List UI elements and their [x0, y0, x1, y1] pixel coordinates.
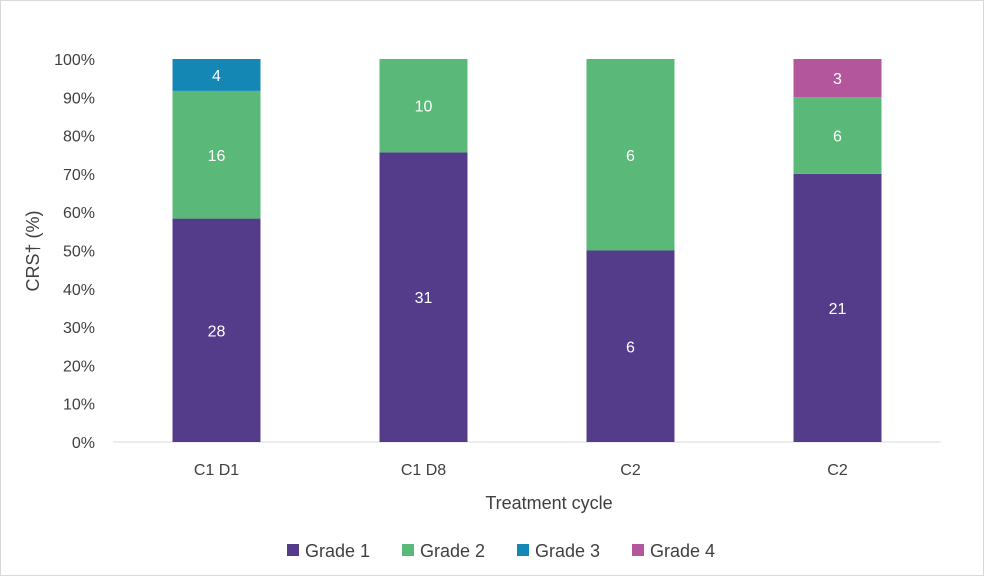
data-label: 31: [415, 290, 433, 307]
y-tick-label: 60%: [63, 205, 95, 222]
bar-segment-grade-2: [379, 59, 468, 153]
y-tick-label: 70%: [63, 167, 95, 184]
y-tick-label: 50%: [63, 244, 95, 261]
y-tick-label: 100%: [54, 52, 95, 69]
data-label: 6: [626, 148, 635, 165]
bar-segment-grade-2: [586, 59, 675, 251]
y-tick-label: 0%: [72, 435, 95, 452]
bar-segment-grade-1: [793, 173, 882, 442]
y-tick-label: 80%: [63, 129, 95, 146]
data-label: 28: [208, 323, 226, 340]
y-tick-label: 10%: [63, 397, 95, 414]
bar-segment-grade-4: [793, 59, 882, 98]
legend-label: Grade 4: [650, 541, 715, 561]
data-label: 6: [626, 339, 635, 356]
data-label: 3: [833, 71, 842, 88]
legend: Grade 1 Grade 2 Grade 3 Grade 4: [287, 541, 715, 561]
legend-swatch: [402, 544, 414, 556]
bar-segment-grade-2: [172, 90, 261, 219]
y-tick-label: 40%: [63, 282, 95, 299]
data-label: 16: [208, 148, 226, 165]
bar-segment-grade-3: [172, 59, 261, 91]
data-label: 10: [415, 99, 433, 116]
y-tick-label: 20%: [63, 358, 95, 375]
legend-swatch: [287, 544, 299, 556]
data-label: 4: [212, 68, 221, 85]
bar-segment-grade-1: [172, 218, 261, 442]
y-axis-title: CRS† (%): [23, 210, 43, 291]
legend-swatch: [517, 544, 529, 556]
x-axis-title: Treatment cycle: [485, 493, 612, 513]
legend-label: Grade 2: [420, 541, 485, 561]
x-tick-label: C1 D1: [194, 462, 239, 479]
data-label: 6: [833, 129, 842, 146]
data-label: 21: [829, 301, 847, 318]
bar-segment-grade-1: [586, 250, 675, 442]
x-tick-label: C1 D8: [401, 462, 446, 479]
bar-segment-grade-1: [379, 152, 468, 443]
y-tick-label: 90%: [63, 90, 95, 107]
legend-swatch: [632, 544, 644, 556]
legend-label: Grade 3: [535, 541, 600, 561]
x-tick-label: C2: [827, 462, 848, 479]
bar-segment-grade-2: [793, 97, 882, 174]
y-tick-label: 30%: [63, 320, 95, 337]
legend-label: Grade 1: [305, 541, 370, 561]
x-tick-label: C2: [620, 462, 641, 479]
